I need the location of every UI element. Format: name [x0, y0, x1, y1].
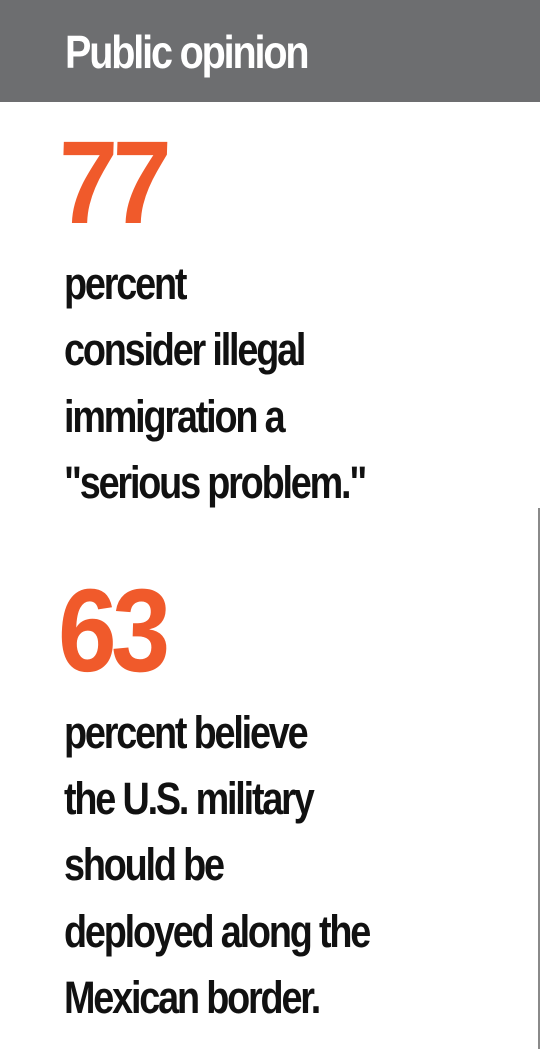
stat-1-text-line-4: "serious problem."	[64, 457, 367, 508]
vertical-divider	[538, 508, 540, 1049]
stat-1-text-line-2: consider illegal	[64, 324, 306, 375]
header-bar: Public opinion	[0, 0, 540, 102]
stat-2-number: 63	[55, 565, 168, 697]
stat-2-text-line-2: the U.S. military	[64, 773, 315, 824]
stat-2-text-line-4: deployed along the	[64, 906, 371, 957]
page-title: Public opinion	[65, 26, 310, 78]
stat-1-text-line-1: percent	[64, 258, 187, 309]
stat-2-text-line-5: Mexican border.	[64, 972, 321, 1023]
stat-1-number: 77	[55, 117, 168, 249]
stat-2-text-line-1: percent believe	[64, 707, 309, 758]
stat-2-text-line-3: should be	[64, 839, 225, 890]
stat-1-text-line-3: immigration a	[64, 391, 286, 442]
